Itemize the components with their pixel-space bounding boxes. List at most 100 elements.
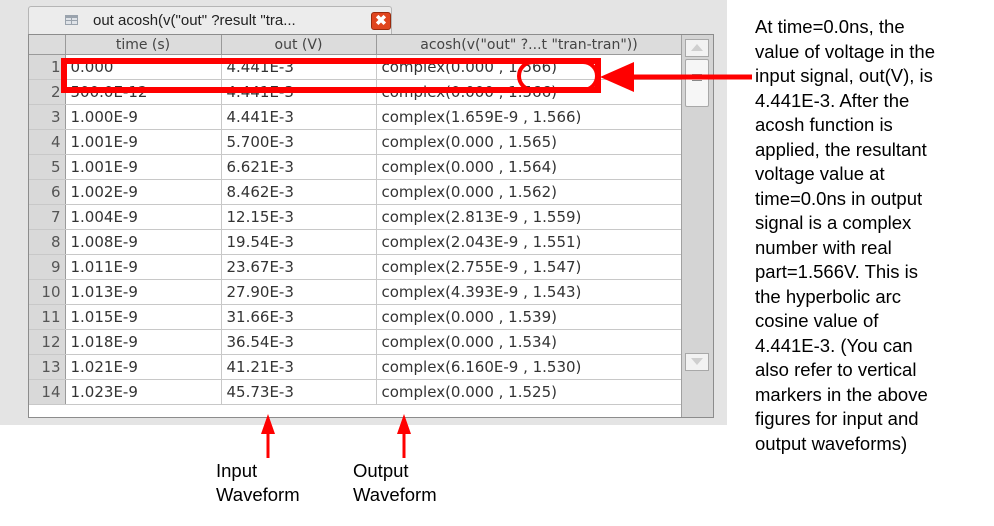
out-cell[interactable]: 45.73E-3 — [221, 379, 377, 405]
out-cell[interactable]: 23.67E-3 — [221, 254, 377, 280]
scroll-up-button[interactable] — [685, 39, 709, 57]
time-cell[interactable]: 1.001E-9 — [65, 154, 222, 180]
row-number-cell[interactable]: 10 — [29, 279, 66, 305]
row-number-cell[interactable]: 7 — [29, 204, 66, 230]
output-label-line: Output — [353, 460, 409, 481]
row-number-cell[interactable]: 13 — [29, 354, 66, 380]
acosh-cell[interactable]: complex(6.160E-9 , 1.530) — [376, 354, 683, 380]
note-line: the hyperbolic arc — [755, 285, 902, 307]
row-number-cell[interactable]: 1 — [29, 54, 66, 80]
close-icon[interactable]: ✖ — [371, 12, 391, 30]
column-header-acosh[interactable]: acosh(v("out" ?...t "tran-tran")) — [376, 35, 683, 55]
out-cell[interactable]: 12.15E-3 — [221, 204, 377, 230]
note-arrowhead — [600, 62, 634, 92]
column-header-out[interactable]: out (V) — [221, 35, 377, 55]
out-cell[interactable]: 8.462E-3 — [221, 179, 377, 205]
acosh-cell[interactable]: complex(0.000 , 1.525) — [376, 379, 683, 405]
table-row[interactable]: 11 1.015E-9 31.66E-3 complex(0.000 , 1.539) — [29, 304, 683, 330]
out-cell[interactable]: 5.700E-3 — [221, 129, 377, 155]
time-cell[interactable]: 1.002E-9 — [65, 179, 222, 205]
note-line: signal is a complex — [755, 212, 912, 233]
row-number-cell[interactable]: 6 — [29, 179, 66, 205]
result-value-highlight — [517, 60, 599, 92]
out-cell[interactable]: 41.21E-3 — [221, 354, 377, 380]
time-cell[interactable]: 1.004E-9 — [65, 204, 222, 230]
vertical-scrollbar[interactable] — [681, 35, 713, 417]
row-number-cell[interactable]: 2 — [29, 79, 66, 105]
row-number-cell[interactable]: 12 — [29, 329, 66, 355]
table-row[interactable]: 4 1.001E-9 5.700E-3 complex(0.000 , 1.565) — [29, 129, 683, 155]
tab-title: out acosh(v("out" ?result "tra... — [93, 12, 296, 29]
column-header-time[interactable]: time (s) — [65, 35, 222, 55]
table-row[interactable]: 10 1.013E-9 27.90E-3 complex(4.393E-9 , 1.5… — [29, 279, 683, 305]
note-line: cosine value of — [755, 310, 879, 331]
note-line: output waveforms) — [755, 432, 908, 454]
acosh-cell[interactable]: complex(1.659E-9 , 1.566) — [376, 104, 683, 130]
time-cell[interactable]: 1.021E-9 — [65, 354, 222, 380]
note-line: also refer to vertical — [755, 359, 917, 380]
row-number-cell[interactable]: 5 — [29, 154, 66, 180]
note-line: time=0.0ns in output — [755, 187, 923, 209]
table-row[interactable]: 7 1.004E-9 12.15E-3 complex(2.813E-9 , 1.55… — [29, 204, 683, 230]
time-cell[interactable]: 1.015E-9 — [65, 304, 222, 330]
table-row[interactable]: 3 1.000E-9 4.441E-3 complex(1.659E-9 , 1.56… — [29, 104, 683, 130]
acosh-cell[interactable]: complex(2.755E-9 , 1.547) — [376, 254, 683, 280]
note-line: markers in the above — [755, 383, 928, 405]
row-number-cell[interactable]: 14 — [29, 379, 66, 405]
time-cell[interactable]: 1.023E-9 — [65, 379, 222, 405]
row-number-cell[interactable]: 9 — [29, 254, 66, 280]
acosh-cell[interactable]: complex(4.393E-9 , 1.543) — [376, 279, 683, 305]
results-table-frame: time (s) out (V) acosh(v("out" ?...t "tr… — [28, 34, 714, 418]
acosh-cell[interactable]: complex(0.000 , 1.565) — [376, 129, 683, 155]
table-row[interactable]: 8 1.008E-9 19.54E-3 complex(2.043E-9 , 1.55… — [29, 229, 683, 255]
scroll-up-arrow-icon — [691, 44, 703, 51]
out-cell[interactable]: 19.54E-3 — [221, 229, 377, 255]
row-number-cell[interactable]: 8 — [29, 229, 66, 255]
thumb-grip-line — [692, 80, 702, 81]
note-line: acosh function is — [755, 114, 893, 135]
out-cell[interactable]: 36.54E-3 — [221, 329, 377, 355]
out-cell[interactable]: 27.90E-3 — [221, 279, 377, 305]
result-tab[interactable]: out acosh(v("out" ?result "tra... ✖ — [28, 6, 392, 34]
note-line: part=1.566V. This is — [755, 261, 919, 282]
note-line: 4.441E-3. (You can — [755, 334, 913, 356]
table-row[interactable]: 13 1.021E-9 41.21E-3 complex(6.160E-9 , 1.5… — [29, 354, 683, 380]
out-cell[interactable]: 4.441E-3 — [221, 104, 377, 130]
acosh-cell[interactable]: complex(2.813E-9 , 1.559) — [376, 204, 683, 230]
time-cell[interactable]: 1.011E-9 — [65, 254, 222, 280]
table-row[interactable]: 12 1.018E-9 36.54E-3 complex(0.000 , 1.534) — [29, 329, 683, 355]
input-label-line: Waveform — [216, 484, 300, 505]
note-line: number with real — [755, 236, 892, 258]
input-waveform-label: Input Waveform — [216, 459, 300, 507]
time-cell[interactable]: 1.018E-9 — [65, 329, 222, 355]
row-number-cell[interactable]: 11 — [29, 304, 66, 330]
table-row[interactable]: 9 1.011E-9 23.67E-3 complex(2.755E-9 , 1.54… — [29, 254, 683, 280]
note-line: At time=0.0ns, the — [755, 16, 905, 37]
acosh-cell[interactable]: complex(2.043E-9 , 1.551) — [376, 229, 683, 255]
results-table: time (s) out (V) acosh(v("out" ?...t "tr… — [29, 35, 683, 405]
out-cell[interactable]: 31.66E-3 — [221, 304, 377, 330]
table-icon — [65, 15, 78, 25]
note-line: applied, the resultant — [755, 138, 927, 160]
scroll-down-arrow-icon — [691, 358, 703, 365]
acosh-cell[interactable]: complex(0.000 , 1.562) — [376, 179, 683, 205]
note-line: 4.441E-3. After the — [755, 89, 910, 111]
scroll-down-button[interactable] — [685, 353, 709, 371]
output-label-line: Waveform — [353, 484, 437, 505]
table-row[interactable]: 5 1.001E-9 6.621E-3 complex(0.000 , 1.564) — [29, 154, 683, 180]
acosh-cell[interactable]: complex(0.000 , 1.564) — [376, 154, 683, 180]
out-cell[interactable]: 6.621E-3 — [221, 154, 377, 180]
table-row[interactable]: 6 1.002E-9 8.462E-3 complex(0.000 , 1.562) — [29, 179, 683, 205]
table-row[interactable]: 14 1.023E-9 45.73E-3 complex(0.000 , 1.525) — [29, 379, 683, 405]
time-cell[interactable]: 1.000E-9 — [65, 104, 222, 130]
acosh-cell[interactable]: complex(0.000 , 1.534) — [376, 329, 683, 355]
note-line: value of voltage in the — [755, 40, 935, 62]
time-cell[interactable]: 1.008E-9 — [65, 229, 222, 255]
time-cell[interactable]: 1.001E-9 — [65, 129, 222, 155]
row-number-cell[interactable]: 4 — [29, 129, 66, 155]
row-number-cell[interactable]: 3 — [29, 104, 66, 130]
acosh-cell[interactable]: complex(0.000 , 1.539) — [376, 304, 683, 330]
row-number-header — [29, 35, 66, 55]
time-cell[interactable]: 1.013E-9 — [65, 279, 222, 305]
